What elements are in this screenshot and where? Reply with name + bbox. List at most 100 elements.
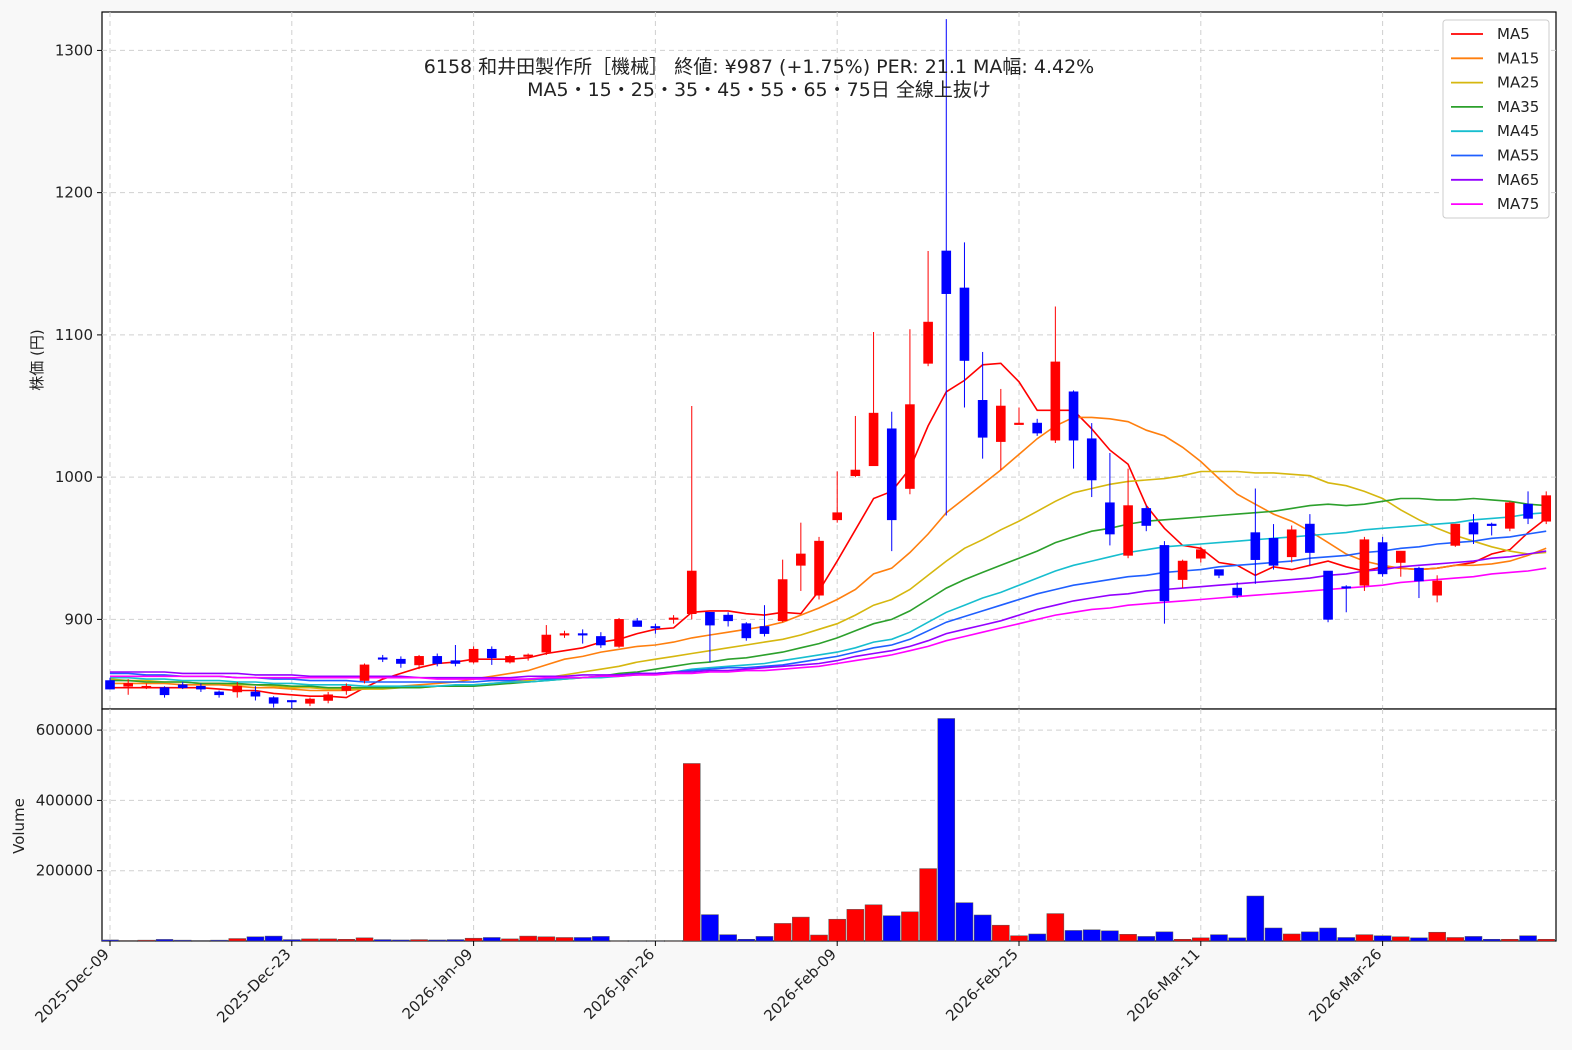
candle-body	[359, 664, 370, 681]
volume-bar	[337, 938, 356, 942]
candle	[705, 611, 715, 663]
legend-frame	[1442, 19, 1550, 219]
candle	[632, 617, 643, 627]
candle-body	[196, 685, 206, 690]
candle	[177, 681, 188, 690]
legend-label-ma65: MA65	[1497, 171, 1539, 189]
candle	[959, 242, 970, 408]
volume-bar	[1173, 938, 1192, 942]
candle-body	[650, 626, 661, 629]
volume-bar	[1392, 936, 1410, 942]
candle-body	[614, 619, 624, 647]
volume-bar	[173, 939, 192, 942]
candle	[323, 691, 333, 704]
candle-body	[1323, 570, 1333, 620]
candle	[1432, 575, 1442, 603]
candle-body	[1486, 523, 1497, 526]
volume-bar	[210, 939, 228, 942]
candle-body	[1050, 361, 1061, 441]
price-y-tick-label: 900	[64, 610, 93, 628]
candle	[1123, 468, 1133, 559]
candle	[396, 656, 406, 668]
candle-body	[1068, 391, 1079, 441]
volume-bar	[737, 938, 756, 942]
candle	[1305, 514, 1315, 566]
volume-bar	[1319, 927, 1337, 942]
volume-bar	[664, 940, 683, 942]
volume-bar	[973, 914, 992, 942]
candle-body	[577, 633, 588, 636]
candle	[1232, 582, 1242, 599]
volume-bar	[483, 937, 501, 942]
volume-bar	[1537, 938, 1555, 942]
volume-bar	[1246, 895, 1265, 942]
price-y-ticks: 900 1000 1100 1200 1300	[55, 41, 102, 628]
candle	[614, 617, 624, 648]
candle-body	[468, 648, 479, 663]
volume-y-tick-label: 600000	[36, 721, 93, 739]
volume-bar	[846, 909, 865, 942]
candle-body	[250, 691, 261, 697]
volume-grid	[102, 709, 1556, 941]
candle-body	[1359, 539, 1370, 586]
candle-body	[1450, 523, 1461, 546]
candle	[1214, 569, 1224, 579]
ma-line-ma75	[110, 567, 1547, 680]
candle-body	[1177, 560, 1188, 580]
candle	[1014, 407, 1024, 425]
volume-bar	[464, 937, 483, 942]
candle	[196, 683, 206, 692]
candle-body	[686, 570, 697, 614]
candle	[268, 696, 279, 708]
volume-bar	[828, 918, 846, 942]
volume-bar	[1501, 938, 1519, 942]
candle	[1268, 524, 1279, 570]
candle-body	[1541, 495, 1552, 522]
candle	[759, 605, 770, 637]
volume-bar	[1046, 913, 1065, 942]
candle	[596, 632, 606, 648]
candle-body	[268, 697, 279, 704]
volume-bar	[1101, 930, 1119, 942]
legend-label-ma45: MA45	[1497, 122, 1539, 140]
volume-bar	[446, 939, 465, 942]
chart-title: 6158 和井田製作所［機械］ 終値: ¥987 (+1.75%) PER: 2…	[424, 56, 1094, 78]
volume-bar	[1337, 937, 1355, 942]
volume-bar	[264, 935, 283, 942]
candle-body	[1032, 422, 1042, 434]
candle-body	[505, 656, 515, 663]
ma-line-ma5	[110, 362, 1547, 699]
volume-panel: 200000 400000 600000 Volume	[10, 708, 1557, 942]
candle-body	[1105, 502, 1115, 535]
candle	[905, 329, 915, 495]
ma-line-ma55	[110, 530, 1547, 683]
candle-body	[232, 685, 243, 693]
candle	[505, 654, 515, 664]
volume-bar	[355, 937, 374, 942]
volume-bar	[1010, 935, 1028, 942]
volume-bar	[1282, 933, 1301, 942]
candle	[1032, 418, 1042, 436]
volume-bar	[792, 916, 810, 942]
candle-body	[1395, 550, 1406, 563]
x-axis-ticks: 2025-Dec-09 2025-Dec-23 2026-Jan-09 2026-Ja…	[31, 941, 1385, 1027]
candle-body	[323, 694, 333, 701]
candle-body	[541, 634, 552, 653]
legend-label-ma25: MA25	[1497, 74, 1539, 92]
candle	[668, 615, 679, 624]
candle	[105, 677, 115, 690]
candle	[1523, 491, 1533, 525]
legend-label-ma55: MA55	[1497, 147, 1539, 165]
candle-body	[486, 648, 497, 659]
candle	[1323, 570, 1333, 623]
candle-body	[286, 700, 297, 703]
candle-body	[832, 512, 843, 521]
candle-body	[886, 428, 897, 521]
legend-label-ma5: MA5	[1497, 25, 1530, 43]
price-y-axis-title: 株価 (円)	[28, 329, 46, 390]
candlesticks	[105, 19, 1552, 715]
candle	[886, 411, 897, 552]
volume-bar	[137, 939, 156, 942]
candle-body	[959, 287, 970, 361]
candle-body	[105, 680, 115, 690]
